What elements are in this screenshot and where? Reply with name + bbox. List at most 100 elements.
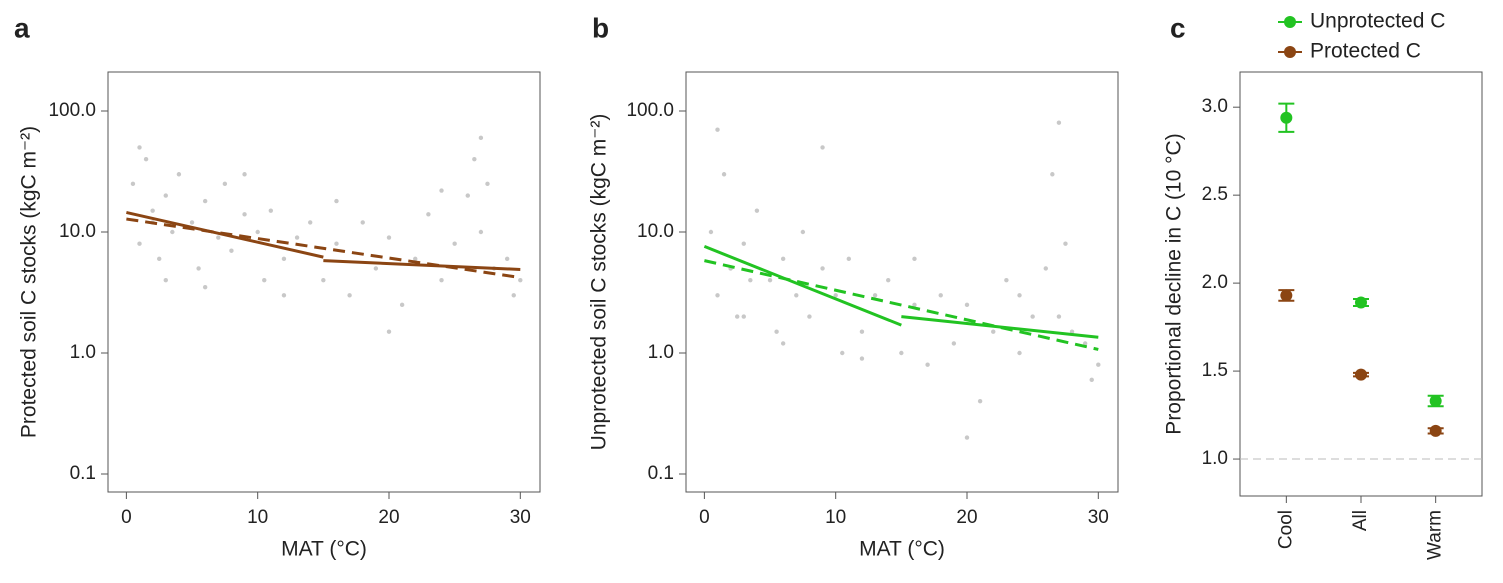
y-tick-label: 1.5 bbox=[1202, 360, 1228, 381]
scatter-point bbox=[715, 127, 720, 132]
scatter-point bbox=[1017, 293, 1022, 298]
scatter-point bbox=[321, 277, 326, 283]
legend-label: Protected C bbox=[1310, 40, 1421, 63]
legend-marker bbox=[1284, 46, 1296, 58]
scatter-point bbox=[1050, 172, 1055, 177]
scatter-point bbox=[137, 145, 142, 150]
x-tick-label: 0 bbox=[121, 507, 132, 528]
scatter-point bbox=[452, 241, 457, 246]
scatter-point bbox=[872, 293, 878, 298]
scatter-point bbox=[281, 256, 287, 262]
y-tick-label: 2.5 bbox=[1202, 184, 1228, 205]
scatter-point bbox=[964, 435, 970, 440]
point bbox=[1280, 111, 1293, 124]
scatter-point bbox=[196, 266, 201, 271]
scatter-point bbox=[820, 145, 825, 150]
scatter-point bbox=[859, 356, 865, 361]
x-axis-title: MAT (°C) bbox=[281, 538, 367, 561]
scatter-point bbox=[741, 241, 746, 246]
scatter-point bbox=[774, 329, 779, 334]
scatter-point bbox=[478, 135, 484, 141]
trend-line bbox=[703, 245, 902, 327]
x-tick-label: Warm bbox=[1425, 510, 1446, 560]
y-axis-title: Unprotected soil C stocks (kgC m⁻²) bbox=[588, 114, 611, 451]
scatter-point bbox=[1089, 377, 1094, 383]
scatter-point bbox=[886, 277, 891, 283]
point bbox=[1355, 296, 1367, 309]
scatter-point bbox=[202, 198, 208, 204]
scatter-point bbox=[281, 293, 287, 298]
scatter-point bbox=[1056, 314, 1062, 319]
scatter-point bbox=[754, 208, 760, 213]
scatter-point bbox=[964, 302, 970, 308]
y-axis-title: Proportional decline in C (10 °C) bbox=[1163, 133, 1186, 434]
scatter-point bbox=[991, 329, 996, 334]
scatter-point bbox=[912, 302, 917, 308]
scatter-point bbox=[334, 198, 339, 204]
scatter-point bbox=[268, 208, 274, 213]
x-tick-label: 10 bbox=[247, 507, 268, 528]
scatter-point bbox=[1056, 120, 1062, 125]
scatter-point bbox=[780, 341, 786, 346]
scatter-point bbox=[951, 341, 957, 346]
scatter-point bbox=[189, 220, 195, 225]
scatter-point bbox=[399, 302, 405, 308]
x-tick-label: Cool bbox=[1275, 510, 1296, 549]
scatter-point bbox=[820, 266, 825, 271]
y-tick-label: 0.1 bbox=[70, 463, 96, 484]
scatter-point bbox=[741, 314, 746, 319]
scatter-point bbox=[1096, 362, 1101, 367]
scatter-point bbox=[262, 277, 267, 283]
scatter-point bbox=[780, 256, 786, 262]
scatter-point bbox=[170, 229, 175, 235]
scatter-point bbox=[899, 350, 904, 356]
trend-line bbox=[704, 259, 1099, 351]
scatter-point bbox=[1004, 277, 1009, 283]
scatter-point bbox=[373, 266, 379, 271]
x-tick-label: 10 bbox=[825, 507, 846, 528]
scatter-point bbox=[840, 350, 845, 356]
x-tick-label: 30 bbox=[1088, 507, 1109, 528]
scatter-point bbox=[334, 241, 339, 246]
scatter-point bbox=[163, 277, 168, 283]
scatter-point bbox=[347, 293, 352, 298]
scatter-point bbox=[518, 277, 523, 283]
y-tick-label: 3.0 bbox=[1202, 96, 1228, 117]
scatter-point bbox=[222, 181, 228, 187]
scatter-point bbox=[1063, 241, 1068, 246]
scatter-point bbox=[715, 293, 720, 298]
x-tick-label: All bbox=[1350, 510, 1371, 531]
panel-label: b bbox=[592, 12, 609, 43]
scatter-point bbox=[1069, 329, 1075, 334]
x-tick-label: 20 bbox=[378, 507, 399, 528]
scatter-point bbox=[977, 398, 983, 404]
scatter-point bbox=[176, 172, 182, 177]
scatter-point bbox=[202, 284, 208, 290]
scatter-point bbox=[721, 172, 727, 177]
scatter-point bbox=[478, 229, 484, 235]
point bbox=[1429, 394, 1442, 407]
trend-line bbox=[323, 259, 521, 271]
scatter-point bbox=[511, 293, 516, 298]
trend-line bbox=[901, 315, 1099, 339]
scatter-point bbox=[767, 277, 773, 283]
scatter-point bbox=[485, 181, 490, 187]
scatter-point bbox=[800, 229, 806, 235]
scatter-point bbox=[1017, 350, 1022, 356]
legend-marker bbox=[1284, 16, 1296, 28]
scatter-point bbox=[1082, 341, 1088, 346]
scatter-point bbox=[308, 220, 313, 225]
y-tick-label: 1.0 bbox=[1202, 448, 1228, 469]
x-tick-label: 0 bbox=[699, 507, 710, 528]
scatter-point bbox=[833, 293, 838, 298]
scatter-point bbox=[1030, 314, 1035, 319]
scatter-point bbox=[472, 156, 477, 162]
point bbox=[1355, 368, 1367, 381]
plot-frame bbox=[685, 71, 1119, 493]
x-axis-title: MAT (°C) bbox=[859, 538, 945, 561]
scatter-point bbox=[1043, 266, 1048, 271]
scatter-point bbox=[386, 329, 392, 334]
scatter-point bbox=[137, 241, 142, 246]
x-tick-label: 20 bbox=[956, 507, 977, 528]
